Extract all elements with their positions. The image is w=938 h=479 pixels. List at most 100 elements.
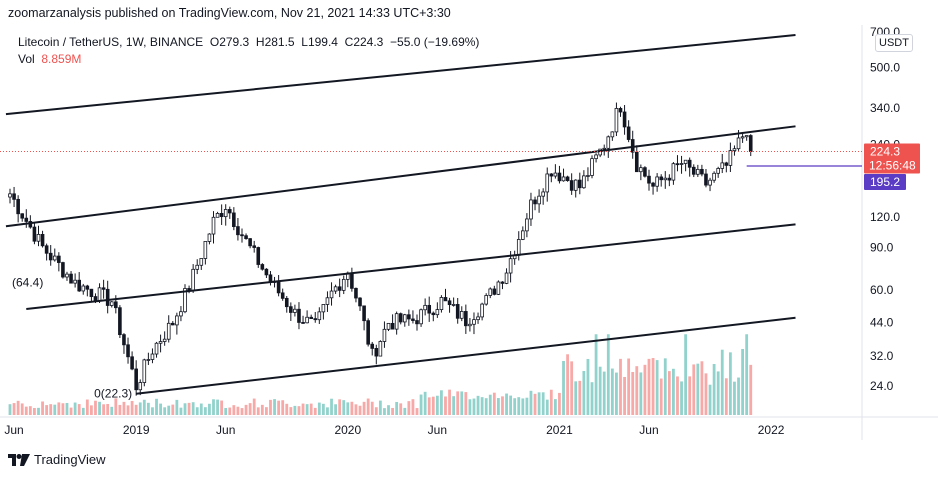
channel-lines-group <box>5 34 796 395</box>
candle-body <box>586 175 590 177</box>
candle-body <box>704 173 708 186</box>
candle-body <box>553 172 558 177</box>
volume-bar <box>387 405 390 415</box>
candle-body <box>105 288 110 306</box>
candle-body <box>77 279 81 292</box>
candle-body <box>297 308 301 323</box>
candle-body <box>614 108 619 133</box>
candle-body <box>435 309 440 316</box>
volume-bar <box>346 402 350 415</box>
volume-bar <box>110 406 114 415</box>
volume-bar <box>606 334 610 415</box>
candle-body <box>211 216 216 235</box>
volume-bar <box>338 399 342 415</box>
candle-body <box>700 168 704 175</box>
candle-body <box>32 226 37 242</box>
candle-body <box>533 199 537 205</box>
volume-bar <box>582 370 586 415</box>
candle-body <box>337 286 342 291</box>
candle-body <box>529 199 533 220</box>
candle-body <box>48 252 53 261</box>
volume-bar <box>244 404 248 415</box>
candle-body <box>732 148 737 152</box>
candle-body <box>708 179 712 186</box>
candle-body <box>521 230 525 240</box>
volume-bar <box>313 407 317 415</box>
candle-body <box>305 316 309 324</box>
candle-body <box>93 296 98 302</box>
candle-body <box>73 279 77 284</box>
candle-body <box>423 304 427 311</box>
volume-bar <box>623 376 626 415</box>
fib-annotation: (64.4) <box>12 275 43 289</box>
candle-body <box>402 314 407 323</box>
candle-body <box>655 176 659 187</box>
candle-body <box>260 264 265 270</box>
x-tick-label: 2021 <box>546 423 573 437</box>
volume-bar <box>464 392 468 415</box>
candle-body <box>398 313 403 323</box>
marker-price-label: 195.2 <box>870 175 900 189</box>
candle-body <box>175 315 179 326</box>
volume-bar <box>692 364 696 415</box>
x-tick-label: 2019 <box>123 423 150 437</box>
candle-body <box>57 255 61 263</box>
volume-bar <box>354 404 358 415</box>
volume-bar <box>293 405 297 415</box>
legend-symbol[interactable]: Litecoin / TetherUS, 1W, BINANCE <box>18 35 204 49</box>
volume-bar <box>680 381 683 415</box>
candle-body <box>142 359 147 383</box>
candle-body <box>280 292 285 299</box>
volume-bar <box>350 401 354 415</box>
volume-bar <box>285 403 289 415</box>
volume-bar <box>431 396 435 415</box>
candle-body <box>602 147 607 150</box>
candle-body <box>284 297 289 308</box>
volume-bar <box>69 407 73 415</box>
volume-bar <box>497 398 500 415</box>
candle-body <box>317 311 322 321</box>
candle-body <box>325 297 330 305</box>
volume-bar <box>102 404 106 415</box>
candle-body <box>744 135 749 138</box>
y-tick-label: 120.0 <box>870 210 900 224</box>
volume-bar <box>586 358 590 415</box>
volume-bar <box>594 334 598 415</box>
volume-bar <box>562 360 565 415</box>
volume-bar <box>383 408 386 415</box>
candle-body <box>252 245 257 248</box>
chart-legend: Litecoin / TetherUS, 1W, BINANCE O279.3 … <box>18 34 479 68</box>
y-tick-label: 90.0 <box>870 240 894 254</box>
candle-body <box>378 341 383 357</box>
volume-bar <box>684 334 688 415</box>
candle-body <box>350 272 354 289</box>
candle-body <box>651 182 655 187</box>
volume-bar <box>627 358 631 415</box>
candle-body <box>289 306 293 313</box>
volume-bar <box>187 402 191 415</box>
candle-body <box>354 287 358 299</box>
volume-bar <box>533 393 537 415</box>
x-tick-label: Jun <box>4 423 23 437</box>
volume-bar <box>574 381 578 415</box>
legend-high: H281.5 <box>255 35 295 49</box>
volume-bar <box>130 400 134 415</box>
volume-bar <box>191 402 195 415</box>
candle-body <box>215 213 220 218</box>
candle-body <box>748 135 753 152</box>
volume-bar <box>265 407 268 415</box>
volume-bar <box>448 389 451 415</box>
currency-badge[interactable]: USDT <box>875 34 913 52</box>
volume-bar <box>57 402 61 415</box>
candle-body <box>557 172 562 182</box>
volume-bar <box>558 392 561 415</box>
candle-body <box>525 218 529 232</box>
volume-bar <box>513 398 517 415</box>
volume-bar <box>452 396 456 415</box>
candle-body <box>362 305 366 322</box>
legend-vol-value: 8.859M <box>41 52 82 66</box>
volume-bar <box>720 349 724 415</box>
candle-body <box>594 154 598 160</box>
candle-body <box>293 308 297 313</box>
